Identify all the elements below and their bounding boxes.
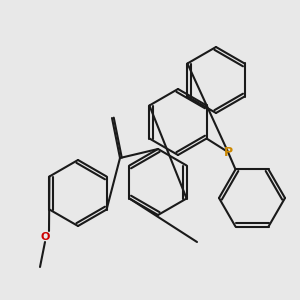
Text: O: O xyxy=(40,232,50,242)
Text: P: P xyxy=(224,146,232,158)
